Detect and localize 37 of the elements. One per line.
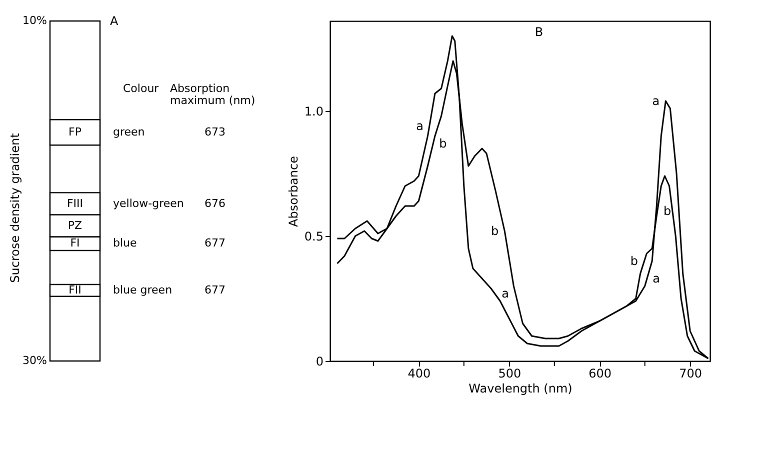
annotation: b (664, 204, 672, 218)
annotation: b (439, 136, 447, 150)
x-tick-label: 700 (679, 366, 702, 380)
text: 677 (204, 236, 226, 250)
x-axis-title: Wavelength (nm) (468, 382, 572, 396)
annotation: a (652, 272, 660, 286)
text: blue (113, 236, 138, 250)
text: 30% (22, 354, 47, 367)
annotation: a (652, 94, 660, 108)
x-tick-label: 400 (408, 366, 431, 380)
text: FII (68, 283, 82, 296)
x-tick-label: 600 (588, 366, 612, 380)
text: Colour (123, 82, 160, 95)
text: 677 (204, 283, 226, 296)
text: 10% (22, 14, 47, 27)
annotation: a (502, 286, 509, 300)
text: Absorption maximum (nm) (170, 82, 256, 107)
annotation: b (490, 224, 499, 238)
text: green (113, 125, 145, 138)
text: 676 (204, 196, 226, 210)
annotation: b (630, 254, 638, 268)
chart-title: B (534, 25, 544, 39)
y-tick-label: 1.0 (304, 104, 324, 118)
text: 673 (204, 125, 226, 138)
text: A (110, 14, 119, 28)
text: blue green (113, 283, 172, 296)
y-tick-label: 0 (316, 354, 324, 368)
annotation: a (416, 119, 424, 133)
y-tick-label: 0.5 (304, 230, 324, 244)
text: yellow-green (113, 196, 184, 210)
x-tick-label: 500 (498, 366, 522, 380)
text: Sucrose density gradient (8, 132, 22, 283)
y-axis-title: Absorbance (286, 156, 300, 227)
text: FI (70, 236, 80, 250)
text: PZ (68, 218, 83, 232)
text: FP (68, 125, 82, 138)
text: FIII (66, 196, 84, 210)
